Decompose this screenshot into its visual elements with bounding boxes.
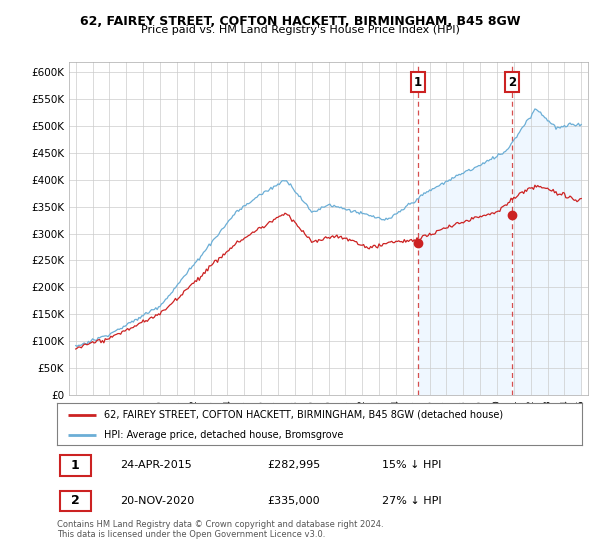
Text: £282,995: £282,995 (267, 460, 320, 470)
Text: 1: 1 (71, 459, 80, 472)
Text: 2: 2 (71, 494, 80, 507)
Text: 2: 2 (508, 76, 516, 88)
FancyBboxPatch shape (59, 491, 91, 511)
Text: 62, FAIREY STREET, COFTON HACKETT, BIRMINGHAM, B45 8GW (detached house): 62, FAIREY STREET, COFTON HACKETT, BIRMI… (104, 410, 503, 420)
Text: 62, FAIREY STREET, COFTON HACKETT, BIRMINGHAM, B45 8GW: 62, FAIREY STREET, COFTON HACKETT, BIRMI… (80, 15, 520, 28)
Text: £335,000: £335,000 (267, 496, 320, 506)
Text: 27% ↓ HPI: 27% ↓ HPI (383, 496, 442, 506)
Text: Contains HM Land Registry data © Crown copyright and database right 2024.
This d: Contains HM Land Registry data © Crown c… (57, 520, 383, 539)
Text: 24-APR-2015: 24-APR-2015 (120, 460, 192, 470)
Text: Price paid vs. HM Land Registry's House Price Index (HPI): Price paid vs. HM Land Registry's House … (140, 25, 460, 35)
Text: 20-NOV-2020: 20-NOV-2020 (120, 496, 194, 506)
Text: HPI: Average price, detached house, Bromsgrove: HPI: Average price, detached house, Brom… (104, 430, 344, 440)
Text: 15% ↓ HPI: 15% ↓ HPI (383, 460, 442, 470)
Text: 1: 1 (414, 76, 422, 88)
FancyBboxPatch shape (59, 455, 91, 475)
